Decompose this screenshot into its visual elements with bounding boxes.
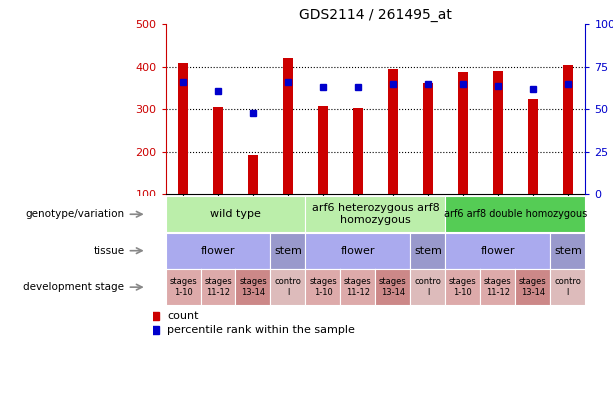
Bar <box>458 72 468 194</box>
Text: stages
11-12: stages 11-12 <box>344 277 372 297</box>
Bar <box>423 83 433 194</box>
Bar <box>352 108 364 194</box>
Text: count: count <box>167 311 199 321</box>
Text: stages
11-12: stages 11-12 <box>484 277 512 297</box>
Bar <box>563 65 573 194</box>
Bar <box>493 71 503 194</box>
Text: stages
1-10: stages 1-10 <box>449 277 477 297</box>
Text: flower: flower <box>200 246 235 256</box>
Text: stages
13-14: stages 13-14 <box>519 277 547 297</box>
Text: arf6 heterozygous arf8
homozygous: arf6 heterozygous arf8 homozygous <box>311 203 440 225</box>
Text: contro
l: contro l <box>414 277 441 297</box>
Text: tissue: tissue <box>93 246 124 256</box>
Bar <box>213 107 223 194</box>
Bar <box>178 62 188 194</box>
Text: genotype/variation: genotype/variation <box>25 209 124 219</box>
Text: percentile rank within the sample: percentile rank within the sample <box>167 325 355 335</box>
Text: stem: stem <box>274 246 302 256</box>
Text: stages
13-14: stages 13-14 <box>239 277 267 297</box>
Bar <box>528 99 538 194</box>
Title: GDS2114 / 261495_at: GDS2114 / 261495_at <box>299 8 452 22</box>
Text: flower: flower <box>341 246 375 256</box>
Bar <box>283 58 293 194</box>
Text: stages
11-12: stages 11-12 <box>204 277 232 297</box>
Text: flower: flower <box>481 246 515 256</box>
Text: stages
13-14: stages 13-14 <box>379 277 407 297</box>
Text: stem: stem <box>414 246 442 256</box>
Text: stages
1-10: stages 1-10 <box>169 277 197 297</box>
Text: stages
1-10: stages 1-10 <box>309 277 337 297</box>
Text: wild type: wild type <box>210 209 261 219</box>
Text: contro
l: contro l <box>275 277 302 297</box>
Bar <box>318 106 328 194</box>
Text: contro
l: contro l <box>555 277 581 297</box>
Text: arf6 arf8 double homozygous: arf6 arf8 double homozygous <box>444 209 587 219</box>
Bar <box>248 155 258 194</box>
Text: development stage: development stage <box>23 282 124 292</box>
Text: stem: stem <box>554 246 582 256</box>
Bar <box>387 69 398 194</box>
